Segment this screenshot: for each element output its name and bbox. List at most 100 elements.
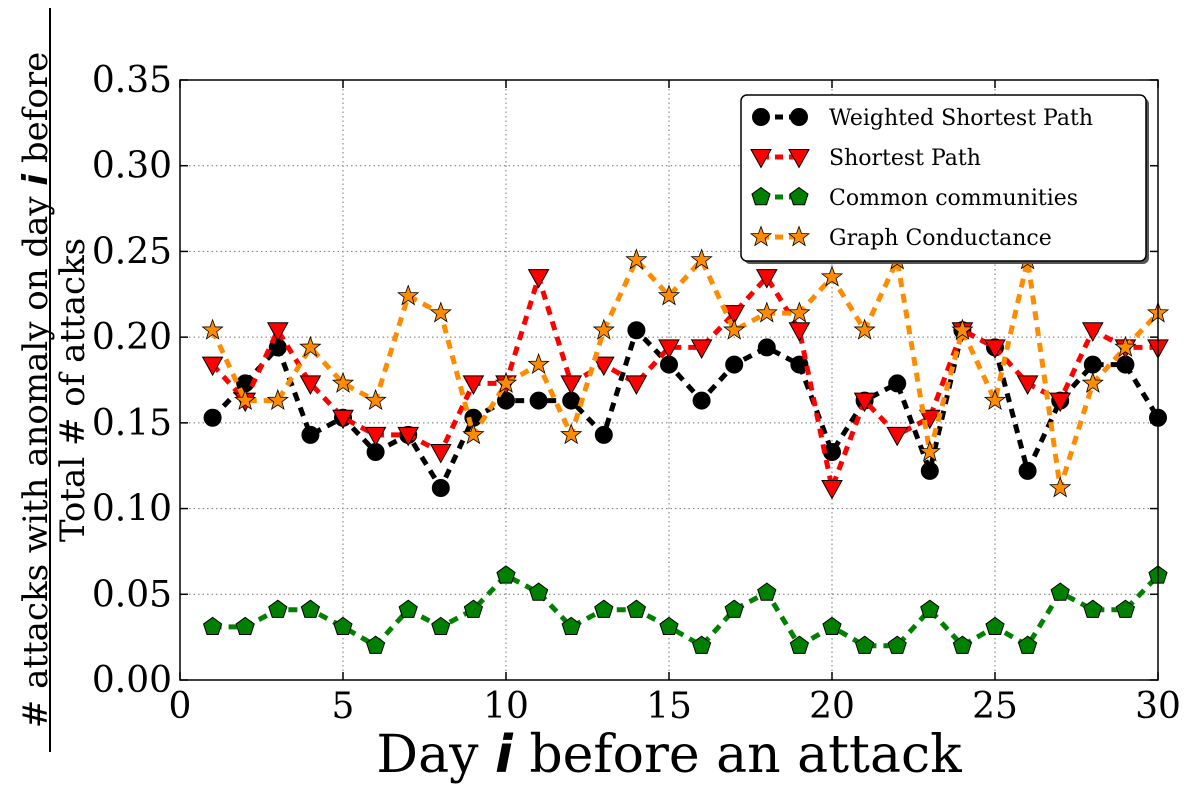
data-point bbox=[397, 426, 420, 447]
legend-marker bbox=[750, 149, 772, 169]
legend-marker bbox=[752, 108, 770, 126]
legend-label: Weighted Shortest Path bbox=[829, 106, 1093, 131]
x-tick-label: 5 bbox=[332, 686, 355, 727]
legend-marker bbox=[788, 149, 810, 169]
data-point bbox=[527, 352, 550, 375]
series-layer bbox=[201, 248, 1170, 654]
legend-label: Common communities bbox=[829, 186, 1078, 211]
x-tick-label: 0 bbox=[169, 686, 192, 727]
data-point bbox=[299, 375, 322, 395]
data-point bbox=[788, 322, 811, 342]
data-point bbox=[692, 391, 711, 410]
data-point bbox=[300, 599, 321, 618]
data-point bbox=[1083, 355, 1102, 374]
data-point bbox=[1114, 335, 1137, 357]
y-tick-label: 0.35 bbox=[92, 60, 172, 101]
data-point bbox=[1050, 582, 1070, 601]
data-point bbox=[266, 388, 289, 411]
legend-label: Shortest Path bbox=[829, 146, 981, 171]
data-point bbox=[463, 599, 484, 618]
data-point bbox=[234, 388, 257, 411]
legend: Weighted Shortest Path Shortest Path Commo… bbox=[740, 94, 1149, 264]
data-point bbox=[952, 635, 973, 654]
data-point bbox=[1017, 635, 1038, 654]
data-point bbox=[724, 599, 744, 618]
data-point bbox=[820, 265, 844, 287]
data-point bbox=[888, 374, 907, 393]
x-axis-label-var: i bbox=[495, 725, 514, 785]
legend-box bbox=[740, 94, 1147, 262]
y-tick-label: 0.10 bbox=[92, 489, 172, 530]
data-point bbox=[854, 635, 875, 654]
y-tick-label: 0.00 bbox=[92, 660, 172, 701]
data-point bbox=[725, 355, 744, 374]
data-point bbox=[790, 355, 809, 374]
data-point bbox=[331, 371, 355, 393]
data-point bbox=[723, 305, 746, 325]
data-point bbox=[398, 599, 418, 618]
x-axis-label: Day i before an attack bbox=[376, 725, 962, 785]
data-point bbox=[1081, 371, 1104, 393]
data-point bbox=[592, 318, 615, 340]
x-tick-label: 15 bbox=[646, 686, 692, 727]
data-point bbox=[496, 565, 516, 584]
series-common-communities bbox=[202, 565, 1168, 654]
y-axis-label-denominator: Total # of attacks bbox=[53, 238, 93, 542]
data-point bbox=[757, 582, 777, 601]
data-point bbox=[625, 248, 648, 270]
data-point bbox=[560, 423, 583, 445]
x-axis-label-end: before an attack bbox=[513, 725, 962, 785]
data-point bbox=[431, 616, 451, 636]
axis-ticks: 0 5 10 15 20 25 30 0.00 0.05 0.10 0.15 0.20 0.25 0.30… bbox=[92, 60, 1181, 727]
data-point bbox=[301, 425, 320, 444]
data-point bbox=[755, 301, 778, 323]
x-tick-label: 25 bbox=[972, 686, 1018, 727]
data-point bbox=[627, 321, 646, 340]
data-point bbox=[299, 335, 322, 357]
legend-marker bbox=[751, 186, 771, 206]
data-point bbox=[984, 339, 1006, 359]
data-point bbox=[951, 318, 974, 340]
x-axis-label-start: Day bbox=[376, 725, 495, 785]
series-weighted-shortest-path bbox=[203, 321, 1167, 497]
data-point bbox=[203, 408, 222, 427]
series-line bbox=[210, 257, 1160, 491]
y-tick-label: 0.15 bbox=[92, 403, 172, 444]
legend-marker bbox=[789, 186, 809, 206]
data-point bbox=[592, 356, 615, 377]
data-point bbox=[918, 440, 941, 462]
data-point bbox=[364, 388, 387, 411]
data-point bbox=[365, 635, 386, 654]
legend-item: Shortest Path bbox=[750, 146, 981, 171]
y-tick-label: 0.05 bbox=[92, 574, 172, 615]
data-point bbox=[594, 425, 613, 444]
legend-item: Weighted Shortest Path bbox=[752, 106, 1093, 131]
data-point bbox=[462, 375, 485, 395]
data-point bbox=[755, 269, 778, 289]
data-point bbox=[333, 616, 353, 636]
data-point bbox=[920, 599, 940, 618]
data-point bbox=[561, 616, 581, 636]
y-tick-label: 0.25 bbox=[92, 231, 172, 272]
data-point bbox=[985, 616, 1005, 636]
data-point bbox=[202, 616, 223, 636]
series-line bbox=[212, 572, 1160, 649]
data-point bbox=[594, 599, 614, 618]
data-point bbox=[332, 409, 354, 430]
data-point bbox=[691, 635, 712, 654]
legend-item: Graph Conductance bbox=[749, 225, 1052, 251]
data-point bbox=[1018, 461, 1037, 480]
x-tick-label: 30 bbox=[1135, 686, 1181, 727]
data-point bbox=[201, 318, 224, 340]
x-tick-label: 10 bbox=[483, 686, 529, 727]
data-point bbox=[886, 426, 909, 447]
data-point bbox=[529, 391, 548, 410]
data-point bbox=[657, 284, 681, 306]
data-point bbox=[853, 392, 876, 413]
data-point bbox=[983, 388, 1007, 411]
data-point bbox=[723, 318, 746, 340]
y-axis-numerator-var: i bbox=[16, 173, 56, 186]
data-point bbox=[1049, 476, 1072, 498]
data-point bbox=[1081, 322, 1104, 342]
data-point bbox=[201, 356, 224, 377]
